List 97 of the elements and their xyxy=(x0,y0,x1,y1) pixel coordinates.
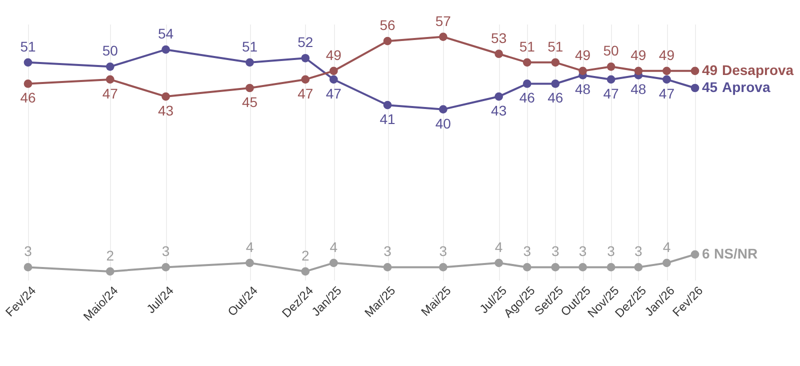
point xyxy=(634,263,643,272)
point xyxy=(246,84,254,92)
point xyxy=(690,66,700,76)
point xyxy=(329,75,338,84)
data-label: 3 xyxy=(384,243,392,260)
data-label: 47 xyxy=(102,85,118,102)
point xyxy=(162,92,170,101)
data-label: 3 xyxy=(551,243,560,260)
data-label: 2 xyxy=(301,247,310,264)
data-label: 3 xyxy=(439,243,448,260)
point xyxy=(301,54,310,62)
data-label: 50 xyxy=(603,42,620,59)
data-label: 45 xyxy=(242,94,258,110)
point xyxy=(106,62,114,71)
data-label: 49 xyxy=(574,46,591,63)
data-label: 48 xyxy=(574,81,591,98)
point xyxy=(383,263,392,272)
point xyxy=(329,258,338,268)
data-label: 47 xyxy=(326,85,342,102)
data-label: 53 xyxy=(491,30,507,46)
data-label: 4 xyxy=(246,238,254,255)
data-label: 45 xyxy=(702,79,718,95)
data-label: 51 xyxy=(20,38,36,54)
point xyxy=(662,75,671,84)
point xyxy=(24,58,32,67)
data-label: 6 xyxy=(702,245,710,262)
data-label: 56 xyxy=(380,17,396,34)
point xyxy=(162,45,170,54)
data-label: 3 xyxy=(24,243,32,260)
point xyxy=(162,263,170,272)
data-label: 43 xyxy=(491,102,507,119)
point xyxy=(662,258,671,268)
data-label: 46 xyxy=(548,90,564,106)
data-label: 3 xyxy=(578,243,587,260)
point xyxy=(24,80,32,88)
point xyxy=(606,62,616,71)
point xyxy=(106,75,114,84)
point xyxy=(24,263,32,272)
point xyxy=(522,263,532,272)
data-label: 4 xyxy=(662,238,671,255)
point xyxy=(690,250,700,259)
data-label: 48 xyxy=(630,81,646,98)
data-label: 54 xyxy=(158,26,174,42)
data-label: 3 xyxy=(162,243,170,260)
series-label: NS/NR xyxy=(714,245,758,262)
data-label: 41 xyxy=(380,111,396,128)
series-label: Aprova xyxy=(722,79,770,95)
data-label: 46 xyxy=(519,90,536,106)
data-label: 49 xyxy=(702,62,718,78)
point xyxy=(301,75,310,84)
point xyxy=(329,66,338,76)
point xyxy=(438,32,448,41)
point xyxy=(578,66,587,76)
data-label: 4 xyxy=(330,238,338,255)
data-label: 49 xyxy=(658,46,675,63)
point xyxy=(383,100,392,110)
data-label: 3 xyxy=(607,243,616,260)
data-label: 40 xyxy=(435,115,452,132)
data-label: 43 xyxy=(158,102,174,119)
point xyxy=(301,267,310,276)
point xyxy=(634,66,643,76)
point xyxy=(106,267,114,276)
data-label: 49 xyxy=(326,46,342,63)
point xyxy=(246,58,254,67)
point xyxy=(383,36,392,46)
data-label: 51 xyxy=(242,38,258,54)
data-label: 2 xyxy=(106,247,114,264)
point xyxy=(606,75,616,84)
point xyxy=(438,263,448,272)
data-label: 49 xyxy=(630,46,646,63)
point xyxy=(522,80,532,88)
point xyxy=(606,263,616,272)
series-label: Desaprova xyxy=(722,62,794,78)
point xyxy=(494,50,504,58)
data-label: 47 xyxy=(603,85,620,102)
data-label: 50 xyxy=(102,42,118,59)
point xyxy=(246,258,254,268)
data-label: 51 xyxy=(519,38,536,54)
data-label: 3 xyxy=(523,243,532,260)
data-label: 3 xyxy=(634,243,643,260)
point xyxy=(551,58,560,67)
data-label: 47 xyxy=(658,85,675,102)
data-label: 51 xyxy=(548,38,564,54)
point xyxy=(662,66,671,76)
point xyxy=(578,263,587,272)
point xyxy=(494,258,504,268)
point xyxy=(438,105,448,114)
point xyxy=(494,92,504,101)
point xyxy=(551,80,560,88)
point xyxy=(551,263,560,272)
data-label: 47 xyxy=(298,85,314,102)
data-label: 4 xyxy=(494,238,503,255)
data-label: 57 xyxy=(435,12,452,29)
point xyxy=(690,84,700,92)
point xyxy=(522,58,532,67)
data-label: 46 xyxy=(20,90,36,106)
data-label: 52 xyxy=(298,34,314,50)
